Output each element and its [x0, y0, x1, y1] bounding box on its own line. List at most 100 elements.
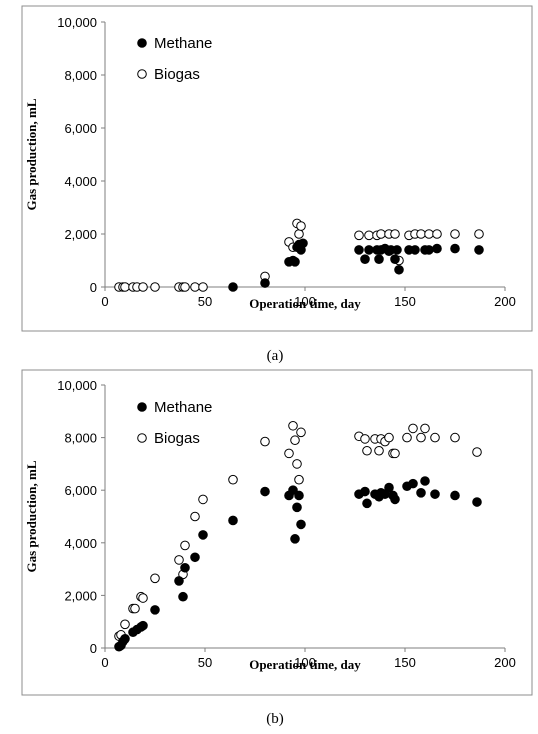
biogas-point [198, 494, 208, 505]
methane-point [228, 282, 238, 292]
biogas-legend-label: Biogas [154, 430, 200, 447]
x-axis-title: Operation time, day [249, 657, 361, 672]
chart-frame [21, 5, 533, 332]
methane-point [298, 238, 308, 249]
biogas-point [138, 593, 148, 603]
y-tick-label: 8,000 [64, 431, 97, 446]
legend-box [118, 30, 228, 88]
legend: Methane Biogas [118, 30, 228, 88]
biogas-point [138, 282, 148, 292]
methane-point [260, 486, 270, 497]
y-tick-label: 2,000 [64, 227, 97, 242]
methane-point [450, 490, 460, 501]
x-tick-label: 100 [294, 655, 316, 670]
methane-legend-label: Methane [154, 35, 212, 52]
x-tick-label: 0 [101, 294, 108, 309]
biogas-point [416, 432, 426, 443]
x-tick-label: 50 [198, 294, 212, 309]
biogas-point [408, 423, 418, 434]
x-tick-label: 0 [101, 655, 108, 670]
biogas-point [180, 282, 190, 292]
methane-point [450, 243, 460, 254]
chart-panel-a: 0 2,000 4,000 6,000 8,000 10,000 0 50 100 150 200 O… [21, 5, 533, 364]
biogas-point [180, 540, 190, 551]
methane-point [288, 485, 298, 496]
y-tick-label: 6,000 [64, 121, 97, 136]
biogas-point [424, 229, 434, 239]
methane-point [374, 254, 384, 264]
methane-point [198, 530, 208, 540]
methane-point [362, 498, 372, 509]
methane-point [474, 245, 484, 255]
panel-caption: (b) [266, 711, 284, 727]
methane-point [408, 478, 418, 489]
y-axis-title: Gas production, mL [24, 460, 39, 572]
biogas-point [472, 447, 482, 457]
biogas-point [294, 229, 304, 239]
methane-legend-label: Methane [154, 399, 212, 416]
biogas-point [294, 474, 304, 485]
methane-point [138, 620, 148, 631]
biogas-point [390, 229, 400, 239]
methane-legend-marker [137, 38, 147, 48]
x-tick-label: 200 [494, 294, 516, 309]
x-tick-label: 100 [294, 294, 316, 309]
y-tick-label: 0 [90, 280, 97, 295]
biogas-point [376, 229, 386, 239]
methane-point [392, 245, 402, 255]
methane-point [364, 245, 374, 255]
y-tick-label: 8,000 [64, 68, 97, 83]
biogas-legend-marker [137, 69, 147, 79]
chart-panel-b: 0 2,000 4,000 6,000 8,000 10,000 0 50 100 150 200 O… [21, 369, 533, 727]
methane-point [190, 552, 200, 563]
methane-point [410, 245, 420, 255]
biogas-point [190, 282, 200, 292]
methane-point [390, 254, 400, 264]
methane-point [360, 254, 370, 264]
biogas-point [150, 282, 160, 292]
y-tick-label: 0 [90, 641, 97, 656]
legend: Methane Biogas [118, 393, 228, 451]
biogas-point [374, 445, 384, 456]
legend-box [118, 393, 228, 451]
methane-point [260, 278, 270, 288]
methane-point [384, 482, 394, 493]
biogas-point [416, 229, 426, 239]
biogas-point [390, 448, 400, 459]
biogas-point [362, 445, 372, 456]
methane-point [290, 257, 300, 267]
biogas-point [450, 229, 460, 239]
biogas-point [284, 448, 294, 459]
x-axis-title: Operation time, day [249, 296, 361, 311]
x-tick-label: 200 [494, 655, 516, 670]
x-tick-label: 150 [394, 294, 416, 309]
biogas-legend-label: Biogas [154, 66, 200, 83]
biogas-point [288, 420, 298, 431]
methane-point [354, 245, 364, 255]
methane-point [228, 515, 238, 526]
y-tick-label: 6,000 [64, 483, 97, 498]
biogas-point [260, 436, 270, 447]
y-tick-label: 10,000 [57, 15, 97, 30]
biogas-point [420, 423, 430, 434]
methane-point [174, 576, 184, 586]
biogas-point [354, 230, 364, 241]
biogas-legend-marker [137, 433, 147, 443]
y-tick-label: 4,000 [64, 174, 97, 189]
biogas-point [450, 432, 460, 443]
methane-point [394, 264, 404, 275]
biogas-point [296, 221, 306, 231]
biogas-point [364, 230, 374, 241]
y-tick-label: 2,000 [64, 588, 97, 603]
methane-point [390, 494, 400, 505]
biogas-point [174, 555, 184, 565]
biogas-point [292, 459, 302, 469]
biogas-point [296, 427, 306, 438]
biogas-point [198, 282, 208, 292]
methane-point [296, 519, 306, 530]
biogas-point [120, 282, 130, 292]
biogas-point [360, 434, 370, 444]
biogas-point [384, 432, 394, 443]
methane-point [180, 562, 190, 573]
